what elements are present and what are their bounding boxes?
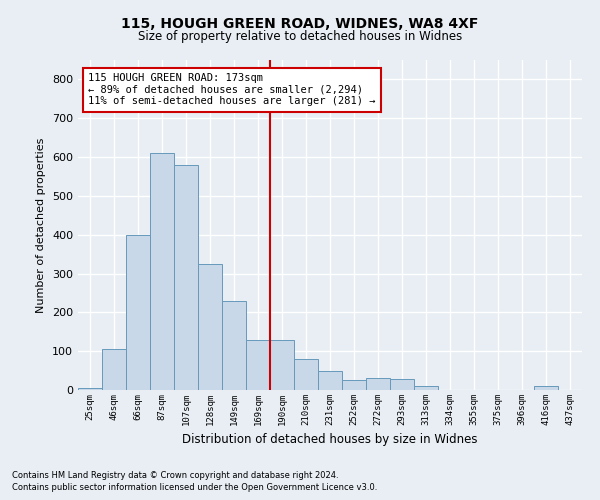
Bar bbox=[78, 388, 102, 390]
Bar bbox=[150, 153, 174, 390]
Bar bbox=[534, 386, 558, 390]
Text: Contains public sector information licensed under the Open Government Licence v3: Contains public sector information licen… bbox=[12, 484, 377, 492]
Text: Size of property relative to detached houses in Widnes: Size of property relative to detached ho… bbox=[138, 30, 462, 43]
X-axis label: Distribution of detached houses by size in Widnes: Distribution of detached houses by size … bbox=[182, 434, 478, 446]
Bar bbox=[342, 380, 366, 390]
Bar bbox=[414, 386, 438, 390]
Text: 115 HOUGH GREEN ROAD: 173sqm
← 89% of detached houses are smaller (2,294)
11% of: 115 HOUGH GREEN ROAD: 173sqm ← 89% of de… bbox=[88, 73, 376, 106]
Text: Contains HM Land Registry data © Crown copyright and database right 2024.: Contains HM Land Registry data © Crown c… bbox=[12, 471, 338, 480]
Bar bbox=[126, 234, 150, 390]
Bar bbox=[246, 340, 270, 390]
Bar bbox=[318, 370, 342, 390]
Bar bbox=[174, 165, 198, 390]
Bar bbox=[390, 379, 414, 390]
Text: 115, HOUGH GREEN ROAD, WIDNES, WA8 4XF: 115, HOUGH GREEN ROAD, WIDNES, WA8 4XF bbox=[121, 18, 479, 32]
Bar bbox=[222, 300, 246, 390]
Y-axis label: Number of detached properties: Number of detached properties bbox=[37, 138, 46, 312]
Bar bbox=[366, 378, 390, 390]
Bar bbox=[198, 264, 222, 390]
Bar bbox=[294, 359, 318, 390]
Bar bbox=[270, 340, 294, 390]
Bar bbox=[102, 349, 126, 390]
